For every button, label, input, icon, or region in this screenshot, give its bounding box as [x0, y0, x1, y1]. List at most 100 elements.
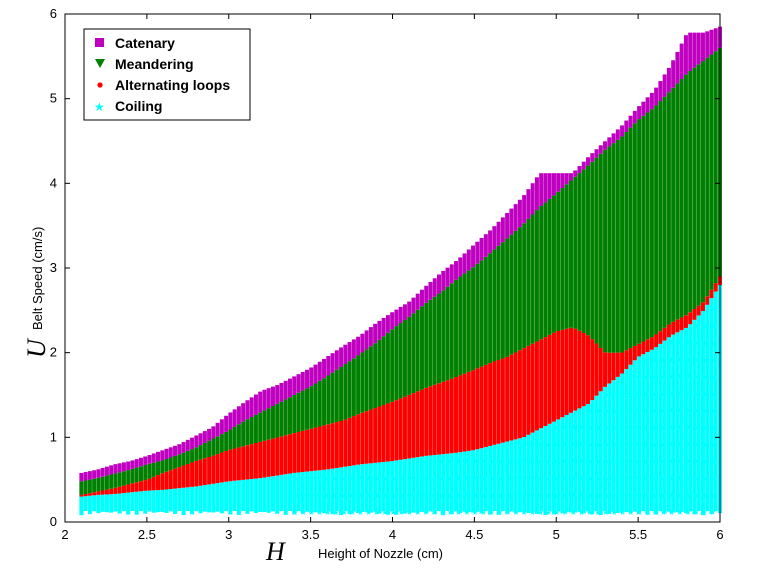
- coiling-star: ★: [537, 474, 544, 483]
- meandering-segment: [347, 361, 352, 418]
- catenary-segment: [496, 221, 501, 246]
- alternating-loops-segment: [300, 430, 305, 473]
- coiling-star: ★: [652, 406, 659, 415]
- coiling-star: ★: [611, 440, 618, 449]
- alternating-loops-segment: [662, 327, 667, 341]
- alternating-loops-segment: [373, 408, 378, 463]
- catenary-segment: [505, 212, 510, 239]
- coiling-star: ★: [668, 406, 675, 415]
- coiling-star: ★: [627, 372, 634, 381]
- coiling-segment: [688, 324, 693, 512]
- coiling-star: ★: [512, 491, 519, 500]
- coiling-segment: [428, 455, 433, 512]
- alternating-loops-segment: [475, 368, 480, 450]
- alternating-loops-segment: [603, 352, 608, 387]
- meandering-segment: [411, 313, 416, 394]
- coiling-segment: [313, 470, 318, 513]
- coiling-star: ★: [414, 474, 421, 483]
- coiling-segment: [454, 452, 459, 512]
- catenary-segment: [530, 183, 535, 215]
- coiling-star: ★: [553, 508, 560, 517]
- alternating-loops-segment: [241, 446, 246, 480]
- coiling-star: ★: [521, 491, 528, 500]
- alternating-loops-segment: [551, 332, 556, 422]
- coiling-segment: [505, 441, 510, 514]
- coiling-star: ★: [668, 474, 675, 483]
- meandering-segment: [309, 386, 314, 429]
- coiling-star: ★: [676, 457, 683, 466]
- alternating-loops-segment: [500, 358, 505, 443]
- legend-label-meandering: Meandering: [115, 56, 194, 72]
- coiling-star: ★: [529, 491, 536, 500]
- meandering-segment: [492, 249, 497, 362]
- coiling-segment: [624, 369, 629, 513]
- coiling-segment: [219, 482, 224, 514]
- coiling-star: ★: [471, 491, 478, 500]
- coiling-segment: [675, 332, 680, 513]
- coiling-star: ★: [709, 491, 716, 500]
- coiling-star: ★: [627, 491, 634, 500]
- catenary-segment: [292, 376, 297, 395]
- catenary-segment: [109, 465, 114, 475]
- meandering-segment: [334, 369, 339, 423]
- alternating-loops-segment: [568, 327, 573, 413]
- coiling-segment: [258, 478, 263, 513]
- meandering-segment: [513, 230, 518, 353]
- coiling-segment: [658, 343, 663, 512]
- coiling-segment: [151, 490, 156, 513]
- coiling-star: ★: [537, 457, 544, 466]
- coiling-segment: [458, 452, 463, 514]
- coiling-segment: [275, 475, 280, 514]
- coiling-star: ★: [308, 491, 315, 500]
- catenary-segment: [270, 386, 275, 407]
- coiling-star: ★: [316, 508, 323, 517]
- alternating-loops-segment: [381, 404, 386, 462]
- coiling-star: ★: [701, 322, 708, 331]
- alternating-loops-segment: [513, 352, 518, 440]
- catenary-segment: [368, 327, 373, 347]
- catenary-segment: [441, 270, 446, 291]
- meandering-segment: [368, 346, 373, 410]
- legend-entry-alternating-loops: Alternating loops: [97, 77, 230, 93]
- alternating-loops-segment: [709, 289, 714, 299]
- coiling-star: ★: [324, 491, 331, 500]
- catenary-segment: [117, 463, 122, 473]
- alternating-loops-segment: [479, 366, 484, 449]
- x-tick-label: 5: [553, 527, 560, 542]
- alternating-loops-segment: [534, 341, 539, 431]
- alternating-loops-segment: [415, 391, 420, 458]
- coiling-star: ★: [553, 491, 560, 500]
- alternating-loops-segment: [347, 417, 352, 467]
- catenary-segment: [87, 471, 92, 480]
- catenary-segment: [181, 442, 186, 453]
- coiling-star: ★: [463, 508, 470, 517]
- catenary-segment: [479, 237, 484, 261]
- meandering-segment: [249, 417, 254, 445]
- alternating-loops-segment: [547, 334, 552, 424]
- coiling-star: ★: [480, 457, 487, 466]
- meandering-segment: [556, 191, 561, 331]
- coiling-segment: [381, 461, 386, 512]
- coiling-segment: [236, 480, 241, 515]
- alternating-loops-segment: [317, 426, 322, 471]
- catenary-segment: [151, 453, 156, 463]
- coiling-star: ★: [668, 491, 675, 500]
- catenary-segment: [620, 125, 625, 137]
- coiling-star: ★: [578, 508, 585, 517]
- catenary-segment: [577, 166, 582, 174]
- meandering-segment: [151, 462, 156, 477]
- coiling-star: ★: [349, 474, 356, 483]
- coiling-star: ★: [701, 457, 708, 466]
- coiling-star: ★: [308, 508, 315, 517]
- y-axis-ticks: 0 1 2 3 4 5 6: [50, 6, 720, 529]
- coiling-star: ★: [586, 423, 593, 432]
- coiling-star: ★: [357, 491, 364, 500]
- catenary-segment: [458, 257, 463, 277]
- catenary-segment: [173, 445, 178, 456]
- coiling-star: ★: [586, 508, 593, 517]
- coiling-star: ★: [627, 457, 634, 466]
- catenary-segment: [219, 419, 224, 435]
- legend-marker-alternating-loops: [97, 82, 103, 88]
- coiling-star: ★: [430, 474, 437, 483]
- catenary-segment: [696, 32, 701, 65]
